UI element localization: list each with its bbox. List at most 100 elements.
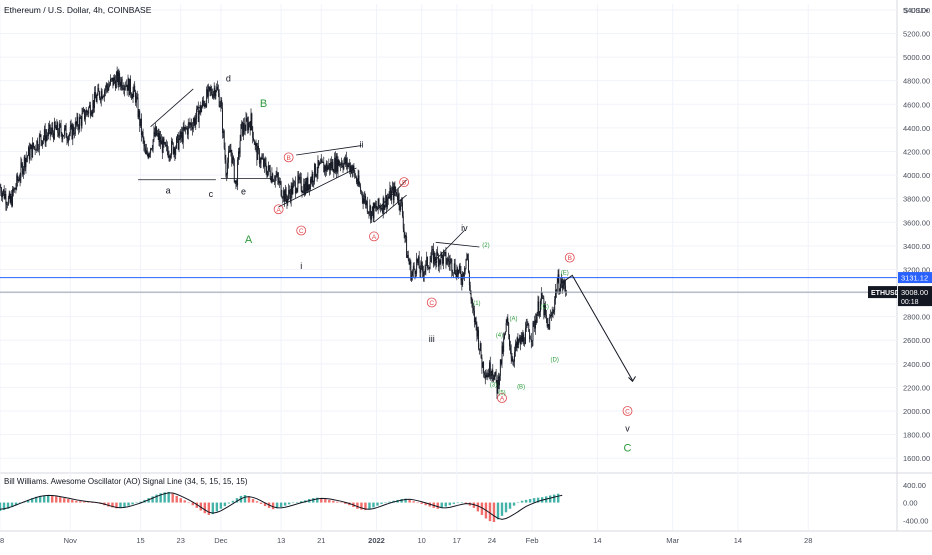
wave-label: a (166, 185, 171, 195)
candle-body (30, 149, 31, 159)
candle-body (85, 116, 86, 119)
candle-body (425, 269, 426, 272)
candle-body (158, 133, 159, 134)
wave-label: C (624, 443, 632, 455)
candle-body (276, 176, 277, 177)
candle-body (267, 171, 268, 176)
candle-body (307, 178, 308, 190)
wave-label: v (625, 424, 630, 434)
candle-body (500, 359, 501, 376)
candle-body (466, 259, 467, 268)
wave-label: (5) (498, 391, 505, 397)
candle-body (60, 124, 61, 126)
candle-body (213, 92, 214, 97)
candle-body (564, 281, 565, 286)
candle-body (260, 163, 261, 164)
currency-menu-icon[interactable]: ▾ (925, 8, 929, 15)
candle-body (515, 344, 516, 352)
candle-body (392, 187, 393, 190)
ao-bar (420, 503, 422, 504)
candle-body (115, 80, 116, 88)
candle-body (42, 141, 43, 145)
candle-body (1, 193, 2, 197)
candle-body (167, 145, 168, 151)
candle-body (421, 262, 422, 265)
candle-body (404, 229, 405, 233)
ao-bar (340, 503, 342, 504)
candle-body (138, 111, 139, 117)
candle-body (226, 174, 227, 175)
ao-bar (509, 503, 511, 509)
candle-body (502, 346, 503, 364)
candle-body (94, 92, 95, 108)
ao-bar (220, 503, 222, 509)
price-tick-label: 2400.00 (903, 360, 930, 369)
candle-body (122, 79, 123, 88)
candle-body (50, 125, 51, 134)
candle-body (555, 290, 556, 299)
ao-bar (167, 492, 169, 503)
candle-body (510, 346, 511, 350)
candle-body (466, 254, 467, 259)
candle-body (488, 373, 489, 376)
ao-bar (324, 499, 326, 503)
candle-body (164, 143, 165, 144)
candle-body (511, 351, 512, 358)
candle-body (431, 250, 432, 258)
candle-body (36, 150, 37, 151)
ao-bar (529, 499, 531, 503)
wave-label: B (286, 155, 290, 162)
candle-body (165, 143, 166, 147)
wave-label: i (300, 261, 302, 271)
candle-body (415, 273, 416, 274)
candle-body (365, 196, 366, 205)
candle-body (371, 211, 372, 219)
candle-body (99, 92, 100, 99)
candle-body (342, 162, 343, 166)
candle-body (447, 258, 448, 262)
candle-body (379, 199, 380, 206)
candle-body (374, 203, 375, 207)
candle-body (331, 163, 332, 169)
candle-body (516, 344, 517, 348)
candle-body (89, 105, 90, 108)
candle-body (300, 177, 301, 178)
candle-body (437, 252, 438, 256)
candle-body (177, 135, 178, 138)
candle-body (361, 192, 362, 193)
candle-body (138, 98, 139, 117)
candle-body (203, 100, 204, 102)
candle-body (209, 87, 210, 88)
candle-body (56, 127, 57, 130)
candle-body (517, 338, 518, 347)
candle-body (112, 78, 113, 79)
candle-body (31, 145, 32, 149)
candle-body (502, 346, 503, 352)
time-tick-label: 21 (317, 536, 325, 545)
candle-body (153, 139, 154, 148)
candle-body (181, 132, 182, 138)
candle-body (92, 112, 93, 115)
candle-body (178, 135, 179, 150)
candle-body (35, 146, 36, 149)
candle-body (480, 343, 481, 349)
candle-body (279, 181, 280, 183)
ao-bar (376, 503, 378, 506)
ao-bar (248, 497, 250, 503)
candle-body (446, 263, 447, 264)
candle-body (492, 370, 493, 375)
candle-body (170, 155, 171, 158)
candle-body (179, 139, 180, 149)
candle-body (410, 262, 411, 265)
currency-label[interactable]: $ USD (904, 6, 927, 15)
candle-body (522, 336, 523, 341)
candle-body (118, 73, 119, 85)
candle-body (343, 166, 344, 168)
candle-body (514, 352, 515, 362)
candle-body (154, 132, 155, 136)
time-tick-label: 14 (593, 536, 601, 545)
candle-body (481, 343, 482, 357)
candle-body (142, 132, 143, 135)
ao-bar (47, 495, 49, 503)
